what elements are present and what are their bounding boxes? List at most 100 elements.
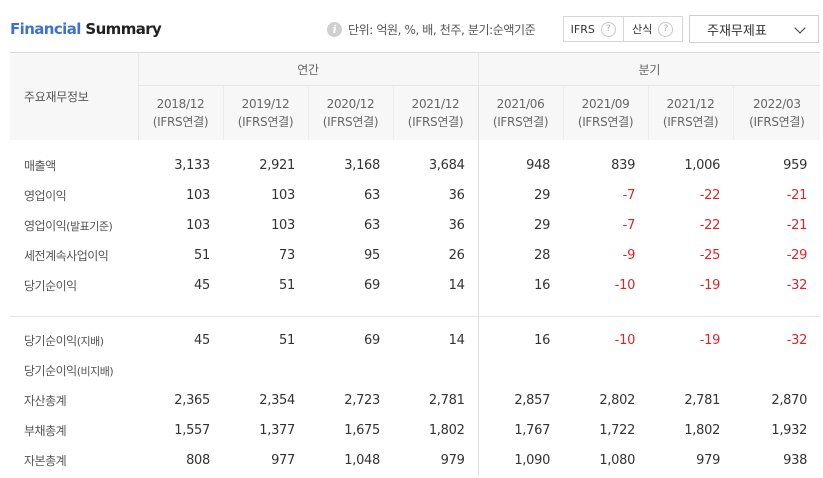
value-cell: -19	[699, 332, 721, 348]
value-cell: 2,781	[428, 392, 465, 408]
row-label: 영업이익	[24, 188, 67, 203]
table-row: 영업이익(발표기준) 103 103 63 36 29 -7 -22 -21	[10, 210, 820, 240]
column-header: 2021/09 (IFRS연결)	[562, 85, 649, 140]
value-cell	[308, 355, 393, 385]
table-row: 자산총계 2,365 2,354 2,723 2,781 2,857 2,802 2,781 2…	[10, 385, 820, 415]
value-cell: 839	[611, 157, 636, 173]
value-cell: 2,723	[344, 392, 380, 408]
annual-group-header: 연간	[138, 52, 479, 86]
value-cell: 1,090	[477, 445, 564, 475]
value-cell: 36	[448, 217, 465, 233]
info-icon: i	[327, 22, 342, 37]
ifrs-calc-toggle: IFRS ? 산식 ?	[563, 16, 683, 42]
value-cell: 1,080	[599, 452, 636, 468]
financial-summary-table: 주요재무정보 연간 분기 2018/12 (IFRS연결) 2019/12 (IFR…	[10, 52, 821, 475]
value-cell	[393, 355, 478, 385]
value-cell: -9	[622, 247, 636, 263]
value-cell: 36	[448, 187, 465, 203]
column-header: 2021/12 (IFRS연결)	[647, 85, 734, 140]
value-cell	[563, 355, 648, 385]
value-cell: 95	[364, 247, 380, 263]
column-header: 2019/12 (IFRS연결)	[222, 85, 308, 140]
value-cell	[223, 355, 308, 385]
value-cell: -10	[614, 277, 636, 293]
value-cell: 63	[364, 217, 380, 233]
row-label: 당기순이익(지배)	[24, 333, 104, 348]
value-cell: 948	[477, 150, 564, 180]
value-cell	[648, 355, 733, 385]
value-cell: 1,377	[259, 422, 295, 438]
quarterly-group-header: 분기	[478, 52, 821, 86]
section-title: Financial Summary	[10, 20, 162, 38]
value-cell: 45	[194, 277, 210, 293]
value-cell: 69	[364, 277, 380, 293]
calc-option[interactable]: 산식 ?	[622, 17, 683, 41]
value-cell: 1,722	[599, 422, 636, 438]
value-cell: 1,675	[344, 422, 380, 438]
row-label: 당기순이익	[24, 278, 77, 293]
value-cell: -29	[786, 247, 808, 263]
value-cell: 28	[477, 240, 564, 270]
value-cell: 2,354	[259, 392, 295, 408]
value-cell: 979	[696, 452, 721, 468]
value-cell: -22	[699, 187, 721, 203]
table-row: 영업이익 103 103 63 36 29 -7 -22 -21	[10, 180, 820, 210]
value-cell: 959	[783, 157, 808, 173]
table-row: 자본총계 808 977 1,048 979 1,090 1,080 979 938	[10, 445, 820, 475]
value-cell: 73	[279, 247, 295, 263]
select-value: 주재무제표	[707, 23, 767, 39]
value-cell: 1,006	[684, 157, 721, 173]
value-cell	[733, 355, 820, 385]
value-cell: 3,684	[428, 157, 465, 173]
value-cell: 29	[477, 210, 564, 240]
value-cell: 16	[477, 325, 564, 355]
row-label: 부채총계	[24, 423, 67, 438]
value-cell: 2,365	[174, 392, 210, 408]
calc-label: 산식	[632, 23, 653, 36]
value-cell: 2,802	[599, 392, 636, 408]
title-part-2: Summary	[85, 20, 162, 38]
value-cell: 69	[364, 332, 380, 348]
help-icon[interactable]: ?	[600, 21, 616, 37]
ifrs-label: IFRS	[570, 22, 595, 36]
value-cell: -21	[786, 187, 808, 203]
value-cell: 29	[477, 180, 564, 210]
column-header: 2021/12 (IFRS연결)	[392, 85, 479, 140]
value-cell: 45	[194, 332, 210, 348]
value-cell: 2,781	[684, 392, 721, 408]
table-row: 당기순이익 45 51 69 14 16 -10 -19 -32	[10, 270, 820, 300]
value-cell: 16	[477, 270, 564, 300]
ifrs-option[interactable]: IFRS ?	[564, 17, 623, 41]
value-cell: 51	[279, 277, 295, 293]
statement-type-select[interactable]: 주재무제표	[689, 15, 819, 43]
column-header: 2020/12 (IFRS연결)	[307, 85, 393, 140]
value-cell: 808	[186, 452, 210, 468]
value-cell	[477, 355, 564, 385]
row-label: 자본총계	[24, 453, 67, 468]
value-cell: 2,870	[771, 392, 808, 408]
row-label: 세전계속사업이익	[24, 248, 109, 263]
value-cell: -32	[786, 277, 808, 293]
value-cell: 979	[440, 452, 465, 468]
row-label: 영업이익(발표기준)	[24, 218, 113, 233]
value-cell: 1,048	[344, 452, 380, 468]
unit-text: 단위: 억원, %, 배, 천주, 분기:순액기준	[348, 23, 536, 37]
value-cell	[138, 355, 223, 385]
table-row: 당기순이익(비지배)	[10, 355, 820, 385]
row-label: 당기순이익(비지배)	[24, 363, 114, 378]
value-cell: 103	[186, 217, 210, 233]
value-cell: 51	[279, 332, 295, 348]
value-cell: 938	[783, 452, 808, 468]
value-cell: 2,857	[477, 385, 564, 415]
value-cell: 103	[186, 187, 210, 203]
value-cell: 14	[448, 277, 465, 293]
value-cell: 26	[448, 247, 465, 263]
value-cell: 63	[364, 187, 380, 203]
column-header: 2021/06 (IFRS연결)	[477, 85, 564, 140]
value-cell: 103	[271, 187, 295, 203]
value-cell: 2,921	[259, 157, 295, 173]
row-header: 주요재무정보	[10, 52, 139, 140]
section-header: Financial Summary i 단위: 억원, %, 배, 천주, 분기…	[0, 0, 823, 52]
value-cell: 1,557	[174, 422, 210, 438]
help-icon[interactable]: ?	[658, 21, 674, 37]
